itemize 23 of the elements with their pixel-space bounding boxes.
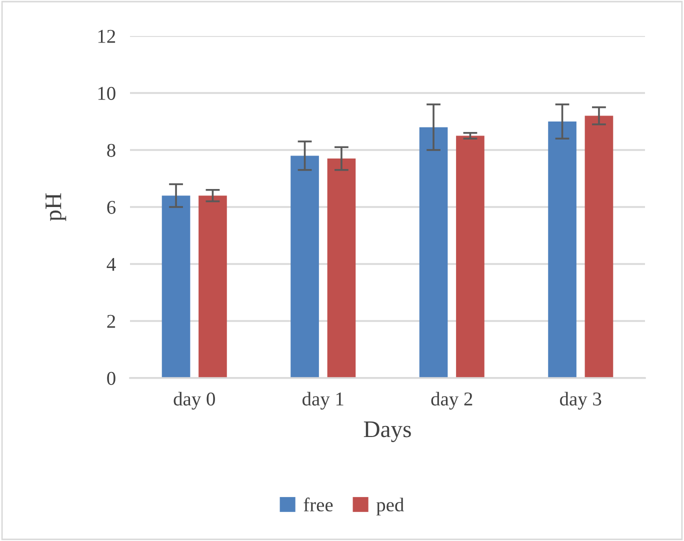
y-tick-label: 8 (107, 144, 116, 157)
bar (162, 196, 190, 378)
y-tick-label: 4 (106, 258, 116, 271)
x-tick-label: day 0 (174, 392, 215, 410)
y-tick-label: 6 (107, 200, 116, 214)
bar (456, 136, 484, 378)
bar (584, 116, 614, 378)
legend-label: free (304, 498, 333, 512)
y-tick-label: 0 (107, 372, 116, 385)
bar (419, 127, 448, 378)
y-tick-label: 10 (98, 86, 116, 100)
bar (548, 122, 576, 378)
x-axis-title: Days (364, 422, 411, 442)
bar (290, 156, 319, 378)
bar (327, 158, 356, 378)
y-axis-title: pH (46, 193, 66, 222)
x-tick-label: day 1 (302, 392, 344, 410)
bar (198, 196, 227, 378)
legend-label: ped (376, 498, 404, 516)
x-tick-label: day 3 (560, 392, 602, 410)
y-tick-label: 12 (98, 30, 116, 43)
y-tick-label: 2 (107, 314, 116, 328)
x-tick-label: day 2 (431, 392, 472, 410)
